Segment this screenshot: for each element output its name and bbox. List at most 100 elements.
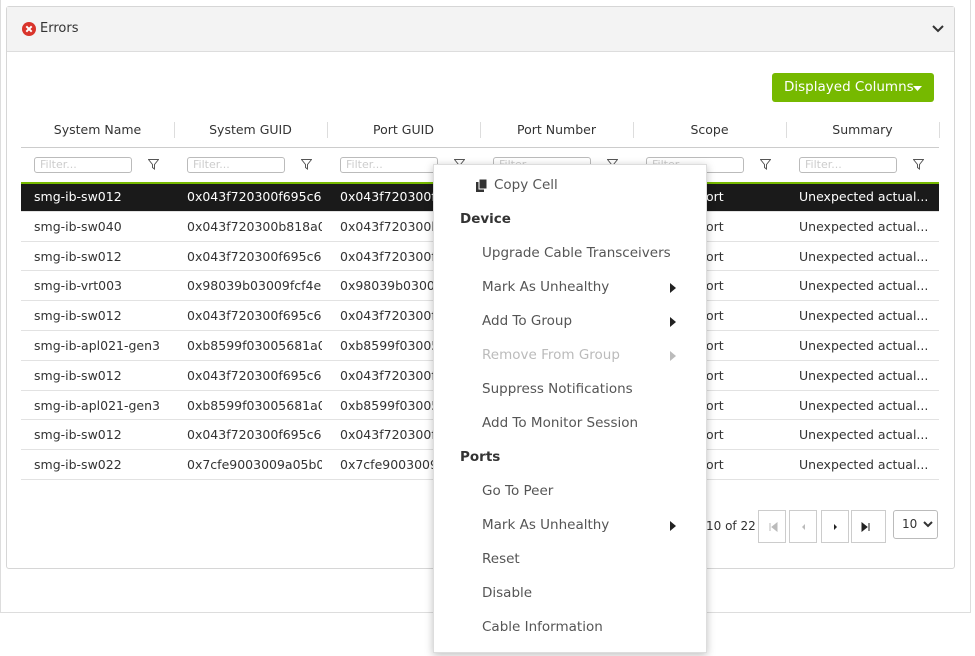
table-cell: ort (706, 367, 724, 383)
menu-item[interactable]: Copy Cell (494, 177, 558, 193)
displayed-columns-button[interactable]: Displayed Columns (772, 73, 934, 102)
filter-input[interactable]: Filter... (340, 157, 438, 173)
table-cell: smg-ib-sw012 (34, 308, 122, 324)
table-cell: ort (706, 278, 724, 294)
filter-icon[interactable] (760, 159, 771, 170)
filter-input[interactable]: Filter... (799, 157, 897, 173)
table-cell: smg-ib-apl021-gen3 (34, 338, 160, 353)
column-header[interactable]: System Name (53, 122, 142, 137)
menu-item[interactable]: Suppress Notifications (482, 381, 633, 397)
table-cell: ort (706, 308, 724, 324)
table-cell: Unexpected actual... (799, 397, 929, 413)
menu-item[interactable]: Disable (482, 585, 533, 601)
table-cell: smg-ib-sw012 (34, 427, 122, 443)
filter-input[interactable]: Filter... (34, 157, 132, 173)
next-page[interactable] (821, 510, 849, 543)
submenu-arrow (670, 283, 676, 293)
table: System Name Filter... System GUID Filter...… (21, 115, 940, 480)
page-icon (802, 524, 805, 530)
table-cell: 0x7cfe9003009a05b0 (187, 457, 322, 473)
table-cell: 0x98039b03009 (340, 278, 443, 294)
table-cell: Unexpected actual... (799, 338, 929, 353)
filter-icon[interactable] (301, 159, 312, 170)
table-cell: 0x043f720300f6 (340, 427, 444, 443)
menu-item[interactable]: Mark As Unhealthy (482, 279, 610, 295)
page-icon (861, 522, 870, 532)
table-cell: 0x043f720300f695c6 (187, 248, 322, 264)
table-cell: smg-ib-vrt003 (34, 278, 123, 294)
submenu-arrow (670, 317, 676, 327)
menu-item[interactable]: Cable Information (482, 619, 603, 635)
collapse-chevron[interactable] (932, 24, 944, 34)
table-cell: 0x043f720300f6 (340, 367, 444, 383)
column-divider (633, 122, 634, 138)
menu-item[interactable]: Add To Monitor Session (482, 415, 639, 431)
menu-item[interactable]: Upgrade Cable Transceivers (482, 245, 671, 261)
column-header[interactable]: Summary (832, 122, 893, 137)
column-divider (939, 122, 940, 138)
first-page (758, 510, 786, 543)
last-page[interactable] (851, 510, 886, 543)
filter-icon[interactable] (913, 159, 924, 170)
table-cell: Unexpected actual... (799, 367, 929, 383)
column-header[interactable]: Scope (690, 122, 729, 137)
table-cell: ort (706, 427, 724, 443)
table-cell: Unexpected actual... (799, 308, 929, 324)
button-label: Displayed Columns (784, 79, 914, 95)
table-cell: 0x98039b03009fcf4e (187, 278, 322, 294)
menu-section: Ports (460, 449, 501, 465)
table-cell: ort (706, 248, 724, 264)
submenu-arrow (670, 521, 676, 531)
header-rule (21, 147, 939, 148)
filter-icon[interactable] (148, 159, 159, 170)
table-cell: smg-ib-sw012 (34, 248, 122, 264)
table-cell: ort (706, 457, 724, 473)
page-icon (769, 522, 778, 532)
table-cell: 0x043f720300f6 (340, 248, 444, 264)
filter-input[interactable]: Filter... (187, 157, 285, 173)
page-icon (834, 524, 837, 530)
table-cell: 0xb8599f03005 (340, 338, 440, 353)
table-cell: 0xb8599f03005681a0 (187, 338, 322, 353)
copy-icon (476, 179, 488, 192)
panel-header[interactable]: Errors (7, 7, 954, 52)
table-cell: Unexpected actual... (799, 278, 929, 294)
table-cell: smg-ib-sw040 (34, 218, 122, 234)
table-cell: 0xb8599f03005 (340, 397, 440, 413)
table-cell: smg-ib-sw012 (34, 367, 122, 383)
table-cell: Unexpected actual... (799, 427, 929, 443)
menu-item[interactable]: Mark As Unhealthy (482, 517, 610, 533)
page-size-select[interactable]: 10 (893, 510, 938, 539)
column-header[interactable]: Port GUID (373, 122, 434, 137)
caret (913, 86, 922, 91)
submenu-arrow (670, 351, 676, 361)
table-cell: smg-ib-sw022 (34, 457, 122, 473)
table-row[interactable]: smg-ib-sw012 0x043f720300f695c6 0x043f7203… (21, 361, 939, 391)
select-caret (923, 521, 933, 528)
table-cell: ort (706, 397, 724, 413)
table-cell: smg-ib-apl021-gen3 (34, 397, 160, 413)
page-size-value: 10 (902, 517, 918, 531)
table-cell: Unexpected actual... (799, 218, 929, 234)
menu-item[interactable]: Go To Peer (482, 483, 554, 499)
table-cell: Unexpected actual... (799, 248, 929, 264)
pagination: 10 of 22 10 (700, 510, 940, 544)
table-cell: 0xb8599f03005681a0 (187, 397, 322, 413)
table-cell: 0x043f720300f695c6 (187, 189, 322, 204)
table-cell: 0x043f720300b818a0 (187, 218, 322, 234)
table-cell: 0x043f720300f695c6 (187, 367, 322, 383)
column-header[interactable]: System GUID (209, 122, 292, 137)
table-cell: 0x043f720300b (340, 218, 440, 234)
column-header[interactable]: Port Number (517, 122, 596, 137)
menu-item[interactable]: Reset (482, 551, 520, 567)
table-cell: Unexpected actual... (799, 189, 929, 204)
menu-section: Device (460, 211, 511, 227)
column-divider (174, 122, 175, 138)
column-divider (786, 122, 787, 138)
errors-panel: Errors (6, 6, 955, 569)
column-divider (480, 122, 481, 138)
menu-item[interactable]: Add To Group (482, 313, 573, 329)
table-cell: smg-ib-sw012 (34, 189, 122, 204)
column-divider (327, 122, 328, 138)
